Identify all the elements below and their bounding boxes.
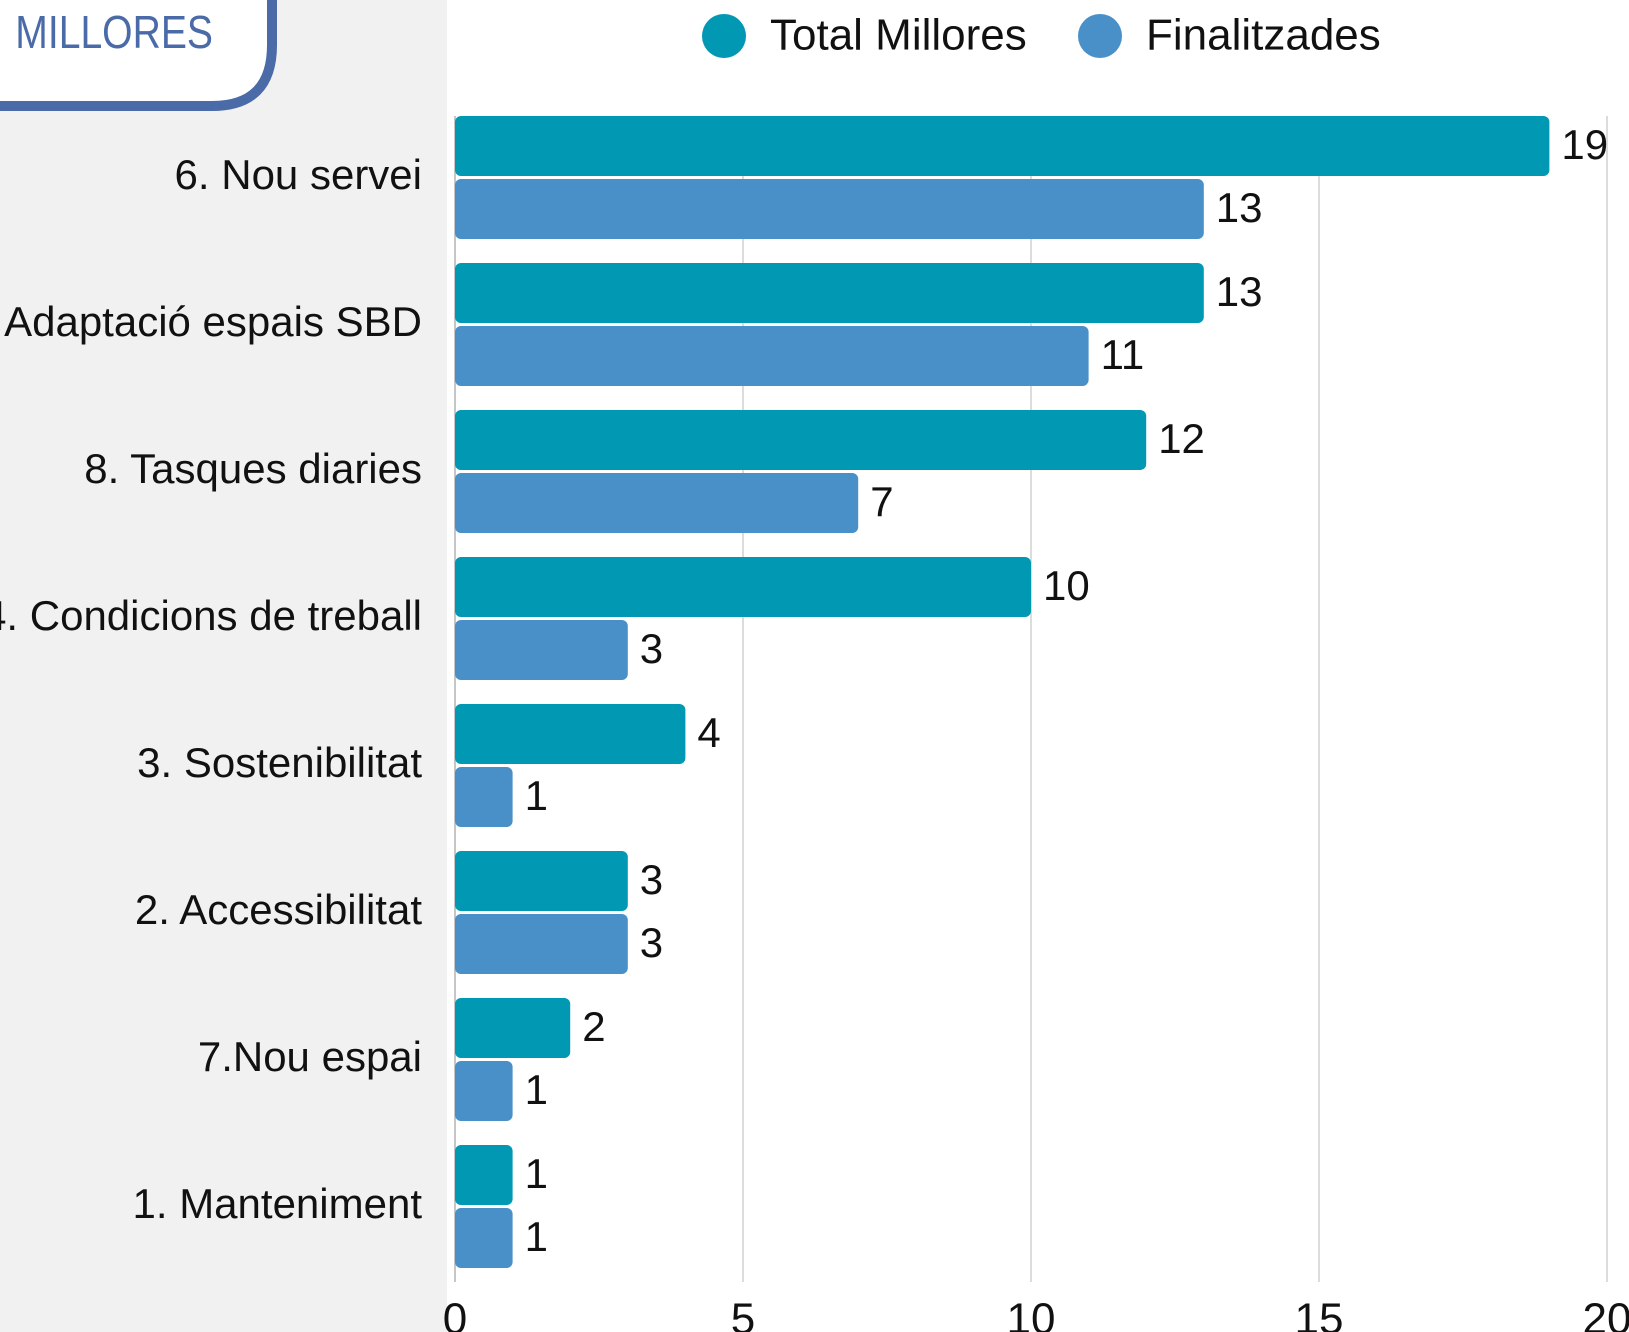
value-label: 1 bbox=[525, 772, 548, 819]
value-label: 7 bbox=[870, 478, 893, 525]
y-tick-label: 1. Manteniment bbox=[133, 1180, 423, 1227]
value-label: 3 bbox=[640, 625, 663, 672]
bar bbox=[455, 1145, 513, 1205]
value-label: 12 bbox=[1158, 415, 1205, 462]
x-tick-label: 5 bbox=[731, 1295, 755, 1332]
value-label: 11 bbox=[1101, 331, 1145, 378]
bar bbox=[455, 263, 1204, 323]
bar bbox=[455, 1061, 513, 1121]
legend-swatch bbox=[1078, 14, 1122, 58]
bar bbox=[455, 851, 628, 911]
x-tick-label: 10 bbox=[1007, 1295, 1056, 1332]
bar bbox=[455, 767, 513, 827]
y-tick-label: 5. Adaptació espais SBD bbox=[0, 298, 422, 345]
y-tick-label: 8. Tasques diaries bbox=[84, 445, 422, 492]
legend-swatch bbox=[702, 14, 746, 58]
value-label: 13 bbox=[1216, 268, 1263, 315]
value-label: 4 bbox=[697, 709, 720, 756]
value-label: 10 bbox=[1043, 562, 1090, 609]
value-label: 1 bbox=[525, 1066, 548, 1113]
value-label: 3 bbox=[640, 856, 663, 903]
y-tick-label: 4. Condicions de treball bbox=[0, 592, 422, 639]
value-label: 13 bbox=[1216, 184, 1263, 231]
legend-label: Total Millores bbox=[770, 11, 1027, 60]
y-tick-label: 6. Nou servei bbox=[175, 151, 422, 198]
label-panel bbox=[0, 0, 447, 1332]
bar bbox=[455, 473, 859, 533]
x-tick-label: 0 bbox=[443, 1295, 467, 1332]
bar bbox=[455, 914, 628, 974]
title-tab bbox=[0, 0, 277, 111]
bar bbox=[455, 179, 1204, 239]
value-label: 1 bbox=[525, 1150, 548, 1197]
y-tick-label: 2. Accessibilitat bbox=[135, 886, 422, 933]
bar bbox=[455, 557, 1031, 617]
bar bbox=[455, 326, 1089, 386]
y-tick-label: 3. Sostenibilitat bbox=[137, 739, 422, 786]
value-label: 19 bbox=[1561, 121, 1608, 168]
x-tick-label: 20 bbox=[1583, 1295, 1629, 1332]
bar bbox=[455, 1208, 513, 1268]
chart-title: MILLORES bbox=[15, 7, 213, 59]
legend-label: Finalitzades bbox=[1146, 11, 1381, 60]
bar bbox=[455, 704, 686, 764]
bar bbox=[455, 998, 571, 1058]
value-label: 3 bbox=[640, 919, 663, 966]
value-label: 2 bbox=[582, 1003, 605, 1050]
bar bbox=[455, 410, 1147, 470]
bar bbox=[455, 116, 1550, 176]
value-label: 1 bbox=[525, 1213, 548, 1260]
x-tick-label: 15 bbox=[1295, 1295, 1344, 1332]
y-tick-label: 7.Nou espai bbox=[198, 1033, 422, 1080]
bar bbox=[455, 620, 628, 680]
